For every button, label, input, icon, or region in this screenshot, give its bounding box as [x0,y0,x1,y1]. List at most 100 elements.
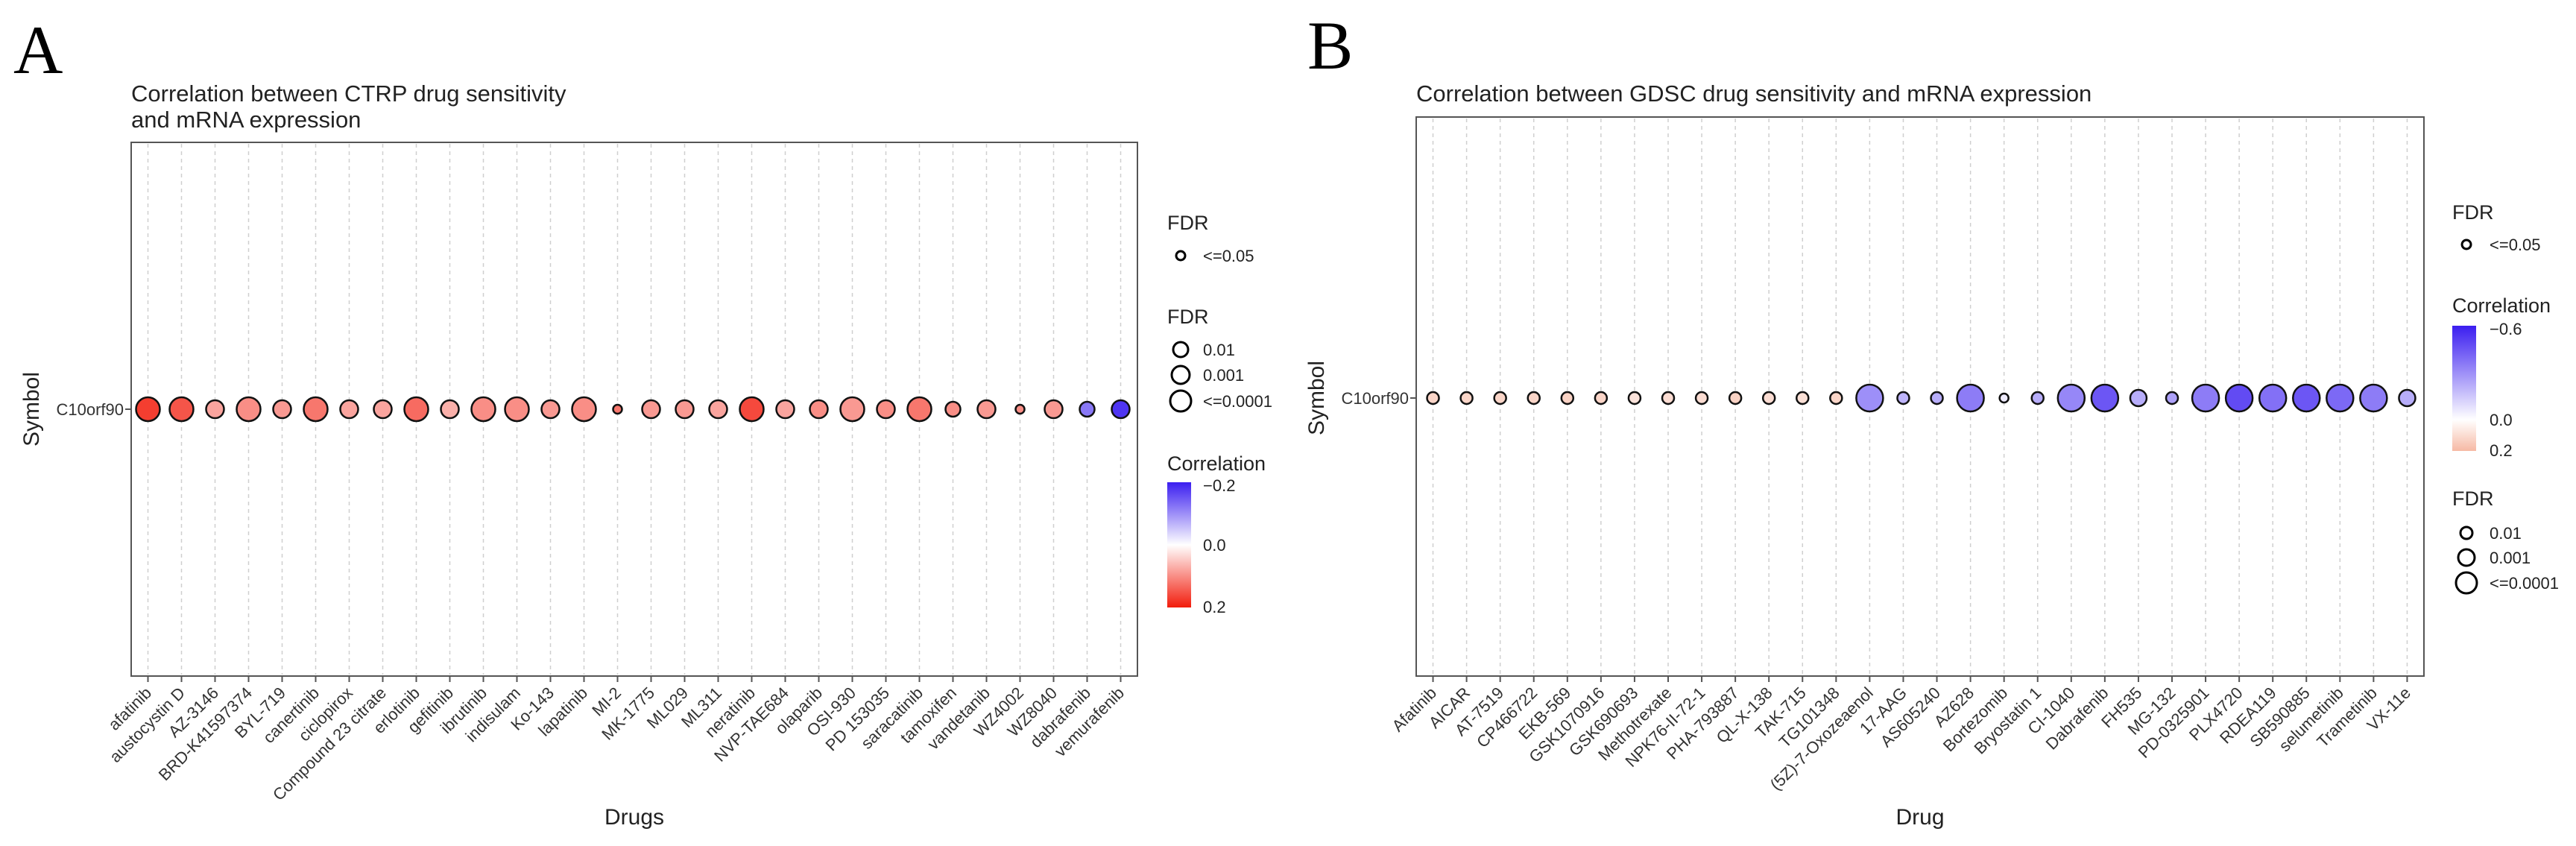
panel-b-legend-fdr-title-1: FDR [2452,201,2494,224]
panel-a-color-tick-mid: 0.0 [1203,536,1226,555]
panel-b-legend-fdr-circle-00001 [2455,571,2478,595]
panel-b-point-5 [1560,391,1575,405]
panel-b-point-26 [2258,383,2288,413]
panel-b-point-16 [1930,391,1944,405]
panel-a-point-24 [906,396,932,423]
panel-a-color-tick-top: −0.2 [1203,476,1235,495]
panel-b-color-tick-bottom: 0.2 [2490,441,2513,460]
panel-a-point-13 [540,399,561,420]
panel-b-point-11 [1761,391,1776,405]
panel-a-point-6 [303,396,329,423]
panel-a-x-ticks [147,676,1122,682]
panel-b-point-8 [1661,391,1676,405]
panel-b-point-19 [2030,391,2045,405]
panel-b-point-7 [1627,391,1642,405]
panel-a-legend-fdr-label-001: 0.01 [1203,341,1235,359]
panel-a-point-12 [504,396,530,423]
panel-a-point-22 [839,396,865,423]
panel-b-x-ticks [1432,676,2408,682]
panel-b-legend-fdr-label-0001: 0.001 [2490,549,2531,567]
panel-b-point-12 [1796,391,1810,405]
panel-a-x-axis-title: Drugs [604,805,664,830]
panel-b-x-tick-labels: AfatinibAICARAT-7519CP466722EKB-569GSK10… [1388,684,2414,794]
panel-a-point-9 [403,396,429,423]
panel-a-legend-fdr-circle-00001 [1169,389,1193,413]
panel-b-x-axis-title: Drug [1895,805,1944,830]
panel-b-legend-fdr-label-001: 0.01 [2490,524,2522,543]
panel-a-color-scale [1167,482,1191,607]
panel-a-legend-fdr-circle-0001 [1170,364,1191,385]
panel-a-point-26 [976,399,997,420]
panel-a-point-3 [205,399,225,420]
panel-a-legend-fdr-title-1: FDR [1167,212,1209,234]
panel-b-point-30 [2398,388,2416,408]
panel-a-point-8 [373,399,393,420]
panel-a-y-axis-title: Symbol [19,372,44,446]
panel-a-point-10 [440,399,460,420]
panel-b-plot-area [1415,116,2425,677]
panel-a-point-20 [775,399,795,420]
panel-a-plot-area [130,142,1138,677]
panel-b-point-17 [1956,383,1985,413]
panel-a-point-30 [1111,399,1131,420]
panel-a-title-line-1: Correlation between CTRP drug sensitivit… [131,81,566,107]
panel-a-legend-fdr-label-00001: <=0.0001 [1203,392,1272,411]
panel-a-point-18 [708,399,728,420]
panel-a-point-4 [236,396,262,423]
panel-a-point-1 [135,396,161,423]
panel-b-point-20 [2056,383,2086,413]
panel-b-color-scale [2452,326,2476,451]
panel-a-legend-fdr-label-005: <=0.05 [1203,247,1254,265]
panel-a-point-19 [739,396,765,423]
panel-b-point-6 [1594,391,1609,405]
panel-b-legend: FDR <=0.05 Correlation −0.6 0.0 0.2 FDR … [2452,201,2559,595]
panel-b-legend-fdr-circle-005 [2460,239,2472,250]
panel-a-y-tick-label: C10orf90 [56,400,124,419]
panel-b-point-13 [1829,391,1843,405]
panel-a-legend-fdr-circle-001 [1172,341,1190,359]
panel-a-legend-fdr-label-0001: 0.001 [1203,366,1244,385]
panel-a-legend: FDR <=0.05 FDR 0.01 0.001 <=0.0001 Corre… [1167,212,1272,616]
panel-b-point-21 [2090,383,2120,413]
panel-a-point-7 [339,399,359,420]
panel-b-legend-fdr-circle-0001 [2457,548,2476,567]
panel-b-point-25 [2224,383,2254,413]
panel-b-point-22 [2129,388,2148,408]
panel-a-point-2 [168,396,195,423]
panel-b-color-tick-top: −0.6 [2490,320,2522,338]
panel-b-point-10 [1728,391,1743,405]
panel-a-point-16 [641,399,661,420]
panel-b-legend-fdr-label-005: <=0.05 [2490,236,2541,254]
panel-b-title: Correlation between GDSC drug sensitivit… [1416,81,2092,107]
panel-b-point-28 [2326,383,2355,413]
panel-a-point-5 [272,399,292,420]
panel-b-point-3 [1493,391,1507,405]
panel-b-color-tick-mid: 0.0 [2490,411,2513,429]
panel-a-point-21 [809,399,829,420]
panel-a-legend-fdr-circle-005 [1175,250,1187,262]
panel-a-point-29 [1079,400,1096,418]
panel-a-point-25 [944,400,962,418]
panel-b-point-1 [1426,391,1440,405]
panel-a-point-23 [876,399,896,420]
panel-b-point-9 [1694,391,1709,405]
panel-b-point-24 [2191,383,2220,413]
panel-letter-b: B [1307,7,1353,83]
panel-b-legend-fdr-circle-001 [2459,525,2474,540]
panel-a-point-28 [1044,399,1064,420]
panel-a-point-27 [1014,403,1026,415]
panel-a: A Correlation between CTRP drug sensitiv… [13,12,1272,830]
panel-a-legend-correlation-title: Correlation [1167,452,1266,475]
panel-b-x-tick-label: Afatinib [1388,684,1440,736]
panel-b-point-4 [1527,391,1541,405]
panel-a-point-11 [470,396,496,423]
panel-b-point-29 [2359,383,2388,413]
panel-a-gridlines [147,144,1122,675]
panel-b-point-27 [2292,383,2321,413]
panel-a-title-line-2: and mRNA expression [131,107,361,133]
panel-b: B Correlation between GDSC drug sensitiv… [1304,7,2559,830]
panel-a-point-14 [571,396,597,423]
panel-b-legend-fdr-title-2: FDR [2452,487,2494,510]
